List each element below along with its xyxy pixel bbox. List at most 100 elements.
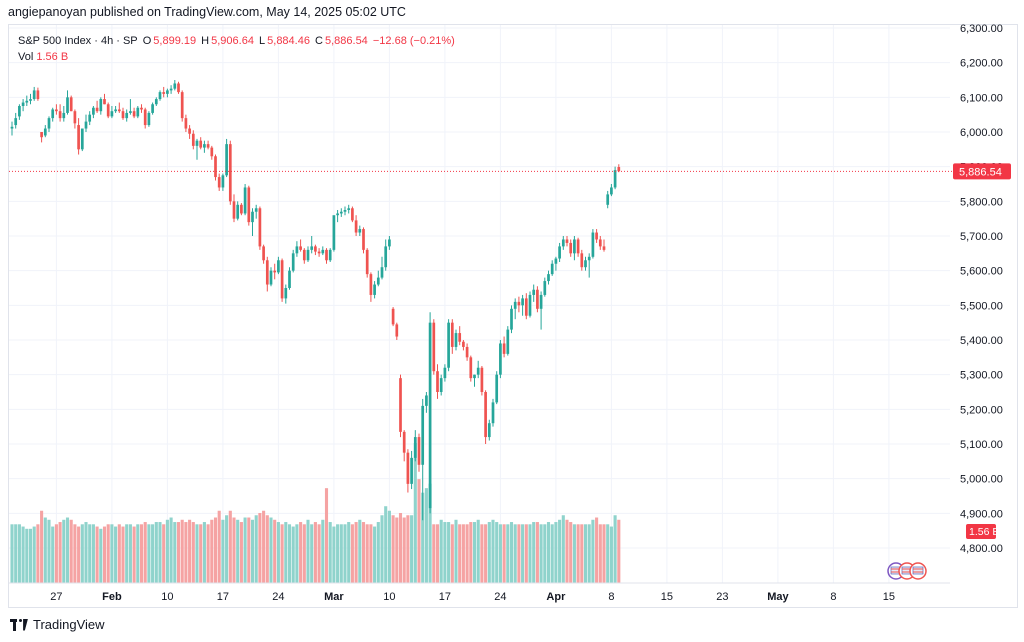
candle-body[interactable] bbox=[610, 187, 613, 195]
candle-body[interactable] bbox=[484, 392, 487, 438]
candle-body[interactable] bbox=[554, 258, 558, 264]
candle-body[interactable] bbox=[399, 378, 402, 432]
candle-body[interactable] bbox=[310, 246, 314, 250]
candle-body[interactable] bbox=[184, 118, 188, 129]
candle-body[interactable] bbox=[569, 242, 573, 254]
candle-body[interactable] bbox=[110, 111, 114, 117]
candle-body[interactable] bbox=[195, 140, 199, 146]
candle-body[interactable] bbox=[421, 405, 425, 465]
candle-body[interactable] bbox=[43, 128, 47, 136]
candle-body[interactable] bbox=[273, 270, 277, 273]
candle-body[interactable] bbox=[243, 187, 247, 214]
candle-body[interactable] bbox=[265, 260, 269, 285]
candle-body[interactable] bbox=[550, 263, 554, 275]
candle-body[interactable] bbox=[32, 90, 36, 100]
candle-body[interactable] bbox=[413, 437, 417, 458]
candle-body[interactable] bbox=[262, 246, 265, 261]
candle-body[interactable] bbox=[103, 99, 106, 105]
candle-body[interactable] bbox=[314, 246, 317, 252]
candle-body[interactable] bbox=[406, 452, 410, 484]
footer-brand[interactable]: TradingView bbox=[10, 617, 105, 632]
candle-body[interactable] bbox=[240, 204, 243, 214]
candle-body[interactable] bbox=[565, 239, 569, 243]
candle-body[interactable] bbox=[602, 246, 606, 250]
candle-body[interactable] bbox=[99, 99, 103, 112]
candle-body[interactable] bbox=[36, 90, 40, 100]
candle-body[interactable] bbox=[376, 277, 380, 285]
candle-body[interactable] bbox=[506, 329, 510, 354]
candle-body[interactable] bbox=[336, 213, 339, 216]
candle-body[interactable] bbox=[25, 100, 29, 103]
candle-body[interactable] bbox=[365, 249, 369, 275]
candle-body[interactable] bbox=[510, 308, 513, 330]
candle-body[interactable] bbox=[136, 107, 140, 117]
candle-body[interactable] bbox=[147, 112, 151, 126]
candle-body[interactable] bbox=[140, 107, 143, 110]
candle-body[interactable] bbox=[291, 253, 295, 271]
candle-body[interactable] bbox=[225, 144, 228, 176]
candle-body[interactable] bbox=[410, 457, 413, 484]
candle-body[interactable] bbox=[339, 211, 343, 214]
candle-body[interactable] bbox=[450, 322, 454, 347]
candle-body[interactable] bbox=[495, 374, 499, 403]
candle-body[interactable] bbox=[487, 423, 491, 438]
candle-body[interactable] bbox=[162, 92, 166, 94]
candle-body[interactable] bbox=[402, 431, 406, 453]
candle-body[interactable] bbox=[499, 343, 502, 375]
candle-body[interactable] bbox=[473, 374, 476, 379]
candle-body[interactable] bbox=[521, 298, 524, 306]
candle-body[interactable] bbox=[47, 118, 51, 129]
candle-body[interactable] bbox=[221, 175, 225, 188]
candle-body[interactable] bbox=[129, 111, 132, 113]
candle-body[interactable] bbox=[236, 204, 240, 219]
candle-body[interactable] bbox=[188, 128, 191, 134]
candle-body[interactable] bbox=[436, 371, 439, 392]
candle-body[interactable] bbox=[21, 102, 25, 106]
candle-body[interactable] bbox=[328, 249, 332, 261]
candle-body[interactable] bbox=[277, 260, 280, 273]
candle-body[interactable] bbox=[395, 324, 399, 337]
candle-body[interactable] bbox=[302, 249, 306, 261]
candle-body[interactable] bbox=[598, 239, 602, 247]
candle-body[interactable] bbox=[69, 97, 73, 112]
candle-body[interactable] bbox=[254, 208, 258, 212]
candle-body[interactable] bbox=[347, 208, 351, 210]
candle-body[interactable] bbox=[214, 156, 217, 178]
candle-body[interactable] bbox=[443, 367, 447, 379]
candle-body[interactable] bbox=[558, 246, 561, 259]
candle-body[interactable] bbox=[358, 229, 362, 233]
candle-body[interactable] bbox=[524, 298, 528, 316]
candle-body[interactable] bbox=[166, 90, 169, 94]
candle-body[interactable] bbox=[143, 109, 147, 126]
candle-body[interactable] bbox=[388, 239, 391, 247]
candle-body[interactable] bbox=[117, 109, 121, 112]
candle-body[interactable] bbox=[173, 83, 177, 89]
candle-body[interactable] bbox=[10, 126, 14, 129]
candle-body[interactable] bbox=[51, 109, 55, 119]
candle-body[interactable] bbox=[513, 301, 517, 309]
candle-body[interactable] bbox=[95, 107, 99, 112]
candle-body[interactable] bbox=[206, 144, 210, 148]
candle-body[interactable] bbox=[199, 140, 203, 148]
candle-body[interactable] bbox=[606, 194, 610, 205]
candle-body[interactable] bbox=[617, 167, 621, 172]
candle-body[interactable] bbox=[158, 92, 162, 100]
candle-body[interactable] bbox=[228, 144, 232, 202]
candle-body[interactable] bbox=[587, 256, 591, 261]
candle-body[interactable] bbox=[284, 288, 288, 299]
candle-body[interactable] bbox=[354, 220, 358, 233]
candle-body[interactable] bbox=[343, 210, 347, 212]
candle-body[interactable] bbox=[543, 281, 547, 295]
candle-body[interactable] bbox=[447, 322, 450, 368]
candle-body[interactable] bbox=[539, 294, 543, 309]
candle-body[interactable] bbox=[425, 395, 428, 406]
candle-body[interactable] bbox=[380, 267, 384, 278]
candle-body[interactable] bbox=[536, 289, 539, 309]
candle-body[interactable] bbox=[325, 249, 328, 261]
candle-body[interactable] bbox=[88, 114, 92, 122]
candle-body[interactable] bbox=[151, 104, 154, 113]
candle-body[interactable] bbox=[613, 170, 617, 188]
candle-body[interactable] bbox=[169, 88, 173, 91]
candle-body[interactable] bbox=[428, 322, 432, 509]
candle-body[interactable] bbox=[295, 246, 299, 254]
